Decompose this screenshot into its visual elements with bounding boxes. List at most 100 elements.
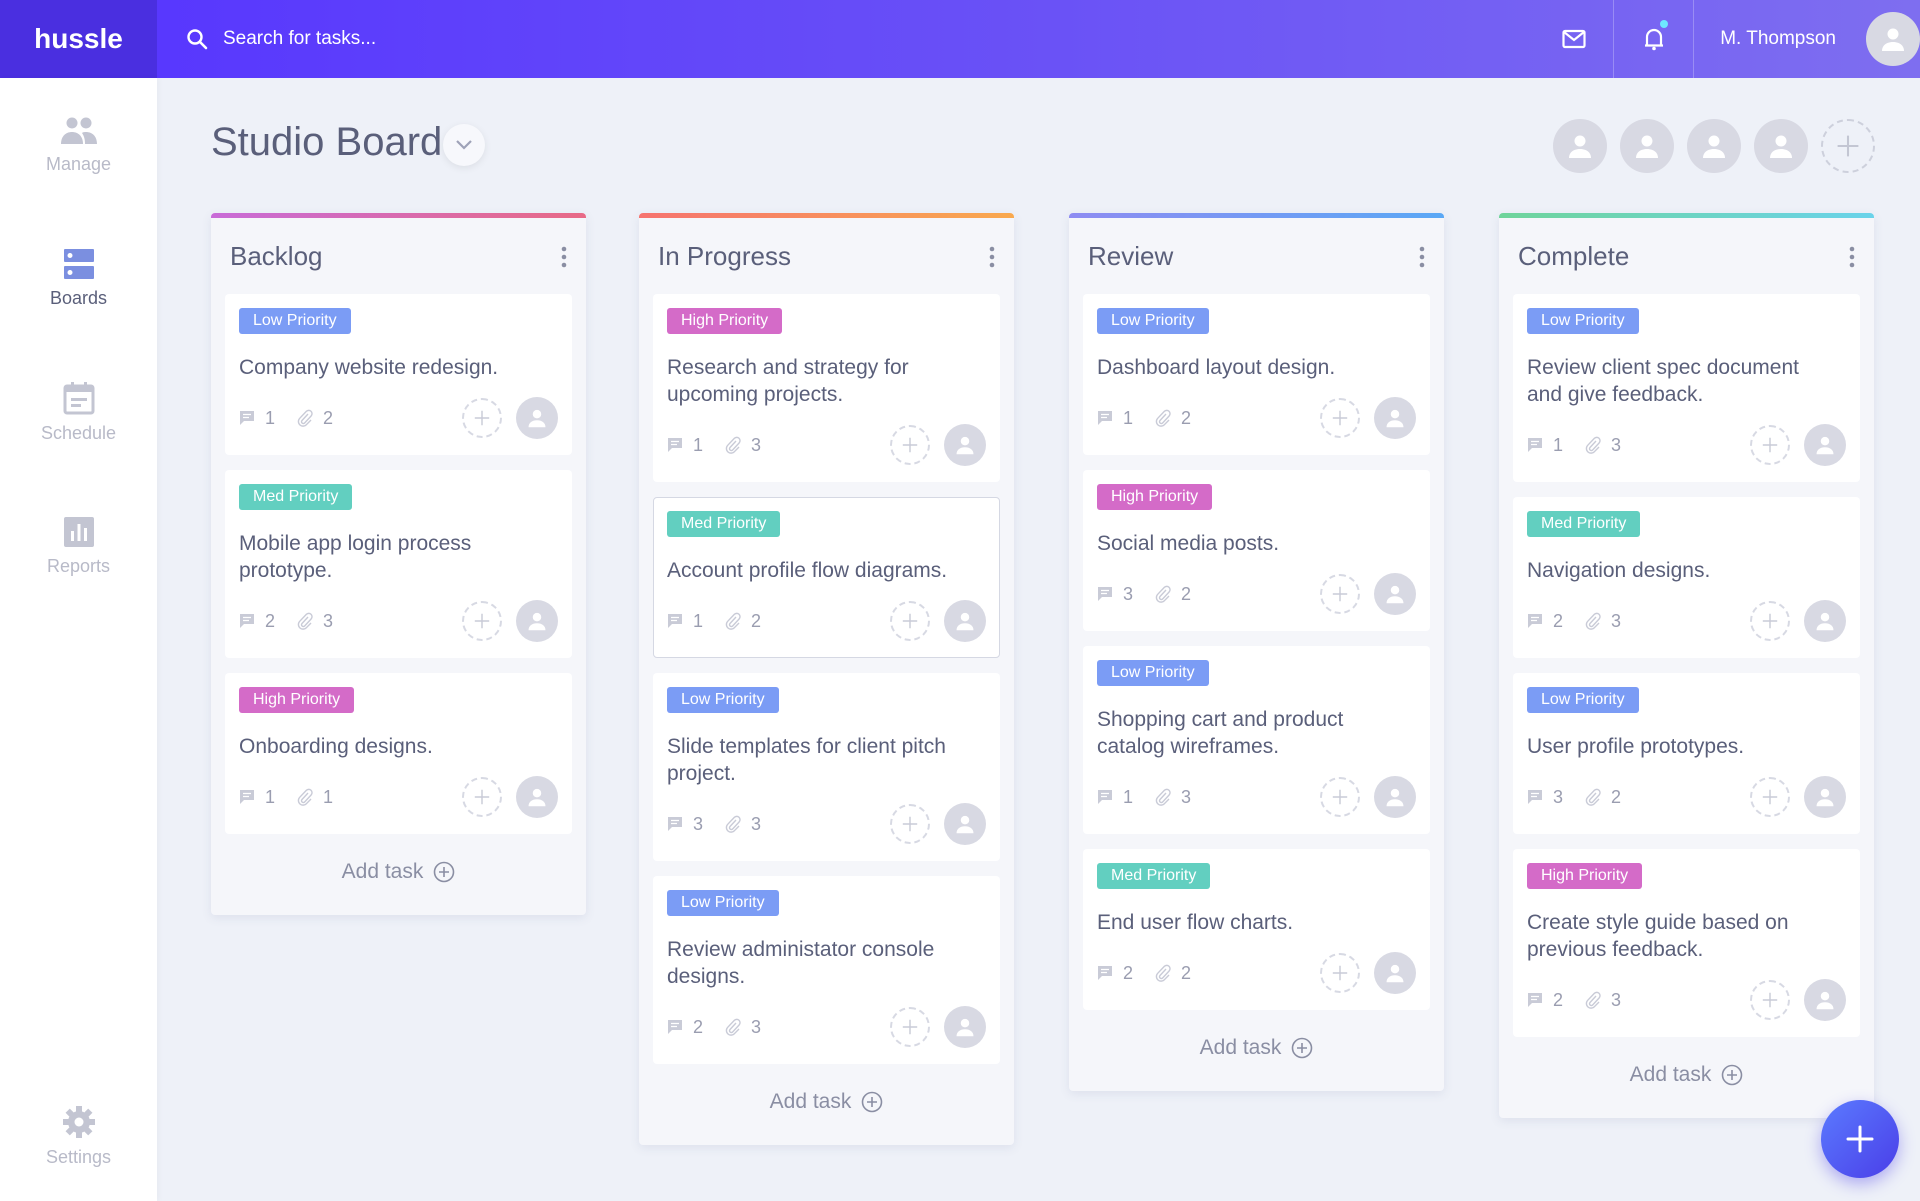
task-card[interactable]: Med Priority Account profile flow diagra…: [653, 497, 1000, 658]
task-card[interactable]: Low Priority Slide templates for client …: [653, 673, 1000, 861]
priority-badge: Med Priority: [239, 484, 353, 510]
task-meta: 1 2: [667, 600, 986, 642]
people-icon: [60, 117, 97, 144]
add-assignee-button[interactable]: [1750, 777, 1790, 817]
assignee-avatar[interactable]: [516, 397, 558, 439]
more-vertical-icon[interactable]: [560, 246, 568, 268]
plus-circle-icon: [1292, 1037, 1313, 1059]
add-task-button[interactable]: Add task: [1083, 1025, 1430, 1071]
comment-count: 3: [1123, 583, 1134, 604]
comment-count: 2: [1553, 989, 1564, 1010]
assignee-avatar[interactable]: [1804, 776, 1846, 818]
user-avatar[interactable]: [1866, 12, 1920, 66]
task-card[interactable]: Low Priority Review administator console…: [653, 876, 1000, 1064]
task-card[interactable]: Med Priority Navigation designs. 2 3: [1513, 497, 1860, 658]
assignee-avatar[interactable]: [944, 1006, 986, 1048]
add-assignee-button[interactable]: [1320, 777, 1360, 817]
create-button[interactable]: [1821, 1100, 1899, 1178]
member-avatar[interactable]: [1754, 119, 1808, 173]
add-assignee-button[interactable]: [1320, 398, 1360, 438]
task-title: User profile prototypes.: [1527, 735, 1745, 758]
add-assignee-button[interactable]: [1320, 953, 1360, 993]
task-card[interactable]: High Priority Onboarding designs. 1 1: [225, 673, 572, 834]
comment-count: 3: [1553, 786, 1564, 807]
sidebar-item-manage[interactable]: Manage: [0, 116, 157, 175]
member-avatar[interactable]: [1687, 119, 1741, 173]
member-avatar[interactable]: [1553, 119, 1607, 173]
app-logo[interactable]: hussle: [0, 0, 157, 78]
sidebar-item-schedule[interactable]: Schedule: [0, 381, 157, 444]
assignee-avatar[interactable]: [1374, 397, 1416, 439]
notifications-button[interactable]: [1614, 0, 1695, 78]
task-meta: 3 2: [1527, 776, 1846, 818]
sidebar-item-settings[interactable]: Settings: [0, 1105, 157, 1168]
comment-count: 1: [265, 407, 276, 428]
add-task-button[interactable]: Add task: [1513, 1052, 1860, 1098]
task-card[interactable]: High Priority Create style guide based o…: [1513, 849, 1860, 1037]
assignee-avatar[interactable]: [1804, 600, 1846, 642]
person-icon: [1816, 436, 1834, 455]
add-assignee-button[interactable]: [890, 1007, 930, 1047]
assignee-avatar[interactable]: [516, 776, 558, 818]
plus-icon: [474, 613, 490, 629]
add-assignee-button[interactable]: [1750, 425, 1790, 465]
add-assignee-button[interactable]: [462, 398, 502, 438]
assignee-avatar[interactable]: [516, 600, 558, 642]
comment-count: 1: [265, 786, 276, 807]
task-card[interactable]: Low Priority Company website redesign. 1…: [225, 294, 572, 455]
task-card[interactable]: Med Priority Mobile app login process pr…: [225, 470, 572, 658]
person-icon: [1386, 409, 1404, 428]
add-task-button[interactable]: Add task: [653, 1079, 1000, 1125]
paperclip-icon: [1585, 991, 1601, 1009]
add-assignee-button[interactable]: [890, 804, 930, 844]
column-accent-bar: [639, 213, 1014, 218]
task-card[interactable]: Low Priority User profile prototypes. 3 …: [1513, 673, 1860, 834]
priority-badge: Low Priority: [1097, 660, 1209, 686]
add-assignee-button[interactable]: [890, 425, 930, 465]
add-assignee-button[interactable]: [890, 601, 930, 641]
add-member-button[interactable]: [1821, 119, 1875, 173]
add-task-label: Add task: [1199, 1036, 1282, 1059]
add-assignee-button[interactable]: [462, 777, 502, 817]
comment-icon: [1098, 966, 1112, 980]
person-icon: [1816, 612, 1834, 631]
task-title: Slide templates for client pitch project…: [667, 735, 946, 785]
task-card[interactable]: High Priority Social media posts. 3 2: [1083, 470, 1430, 631]
add-assignee-button[interactable]: [1750, 980, 1790, 1020]
priority-badge: High Priority: [1097, 484, 1213, 510]
task-card[interactable]: Med Priority End user flow charts. 2 2: [1083, 849, 1430, 1010]
search-input[interactable]: [223, 28, 623, 50]
add-assignee-button[interactable]: [1320, 574, 1360, 614]
column-title: Complete: [1518, 241, 1630, 271]
task-card[interactable]: Low Priority Review client spec document…: [1513, 294, 1860, 482]
member-avatar[interactable]: [1620, 119, 1674, 173]
comment-icon: [668, 1020, 682, 1034]
assignee-avatar[interactable]: [1374, 573, 1416, 615]
assignee-avatar[interactable]: [944, 803, 986, 845]
assignee-avatar[interactable]: [1374, 776, 1416, 818]
task-meta: 1 3: [1097, 776, 1416, 818]
paperclip-icon: [725, 1018, 741, 1036]
chevron-down-icon: [456, 140, 472, 150]
messages-button[interactable]: [1534, 0, 1615, 78]
sidebar-item-boards[interactable]: Boards: [0, 248, 157, 309]
task-card[interactable]: Low Priority Dashboard layout design. 1 …: [1083, 294, 1430, 455]
sidebar-item-reports[interactable]: Reports: [0, 516, 157, 577]
assignee-avatar[interactable]: [944, 600, 986, 642]
add-assignee-button[interactable]: [462, 601, 502, 641]
task-card[interactable]: High Priority Research and strategy for …: [653, 294, 1000, 482]
add-task-button[interactable]: Add task: [225, 849, 572, 895]
more-vertical-icon[interactable]: [1418, 246, 1426, 268]
board-switcher-button[interactable]: [443, 124, 485, 166]
more-vertical-icon[interactable]: [1848, 246, 1856, 268]
add-assignee-button[interactable]: [1750, 601, 1790, 641]
plus-icon: [1762, 613, 1778, 629]
more-vertical-icon[interactable]: [988, 246, 996, 268]
assignee-avatar[interactable]: [1374, 952, 1416, 994]
user-name[interactable]: M. Thompson: [1720, 28, 1836, 49]
task-card[interactable]: Low Priority Shopping cart and product c…: [1083, 646, 1430, 834]
assignee-avatar[interactable]: [944, 424, 986, 466]
task-meta: 1 2: [239, 397, 558, 439]
assignee-avatar[interactable]: [1804, 979, 1846, 1021]
assignee-avatar[interactable]: [1804, 424, 1846, 466]
